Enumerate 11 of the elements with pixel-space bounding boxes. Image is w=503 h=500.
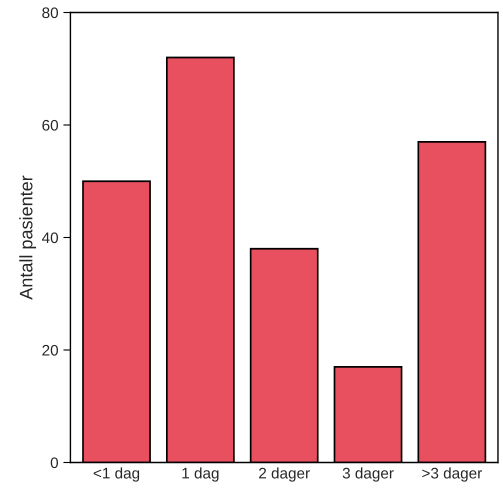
y-tick-label: 60 [42,120,58,131]
x-tick-label: <1 dag [94,467,140,482]
y-tick-label: 40 [42,232,58,244]
x-tick-label: 3 dager [342,467,394,482]
y-axis-title: Antall pasienter [19,176,36,300]
y-tick-label: 0 [50,457,58,468]
x-tick-label: 1 dag [182,467,218,482]
y-tick-label: 20 [42,344,58,356]
x-tick-label: 2 dager [259,467,310,482]
x-tick-label: >3 dager [422,467,482,482]
y-tick-label: 80 [42,7,58,18]
